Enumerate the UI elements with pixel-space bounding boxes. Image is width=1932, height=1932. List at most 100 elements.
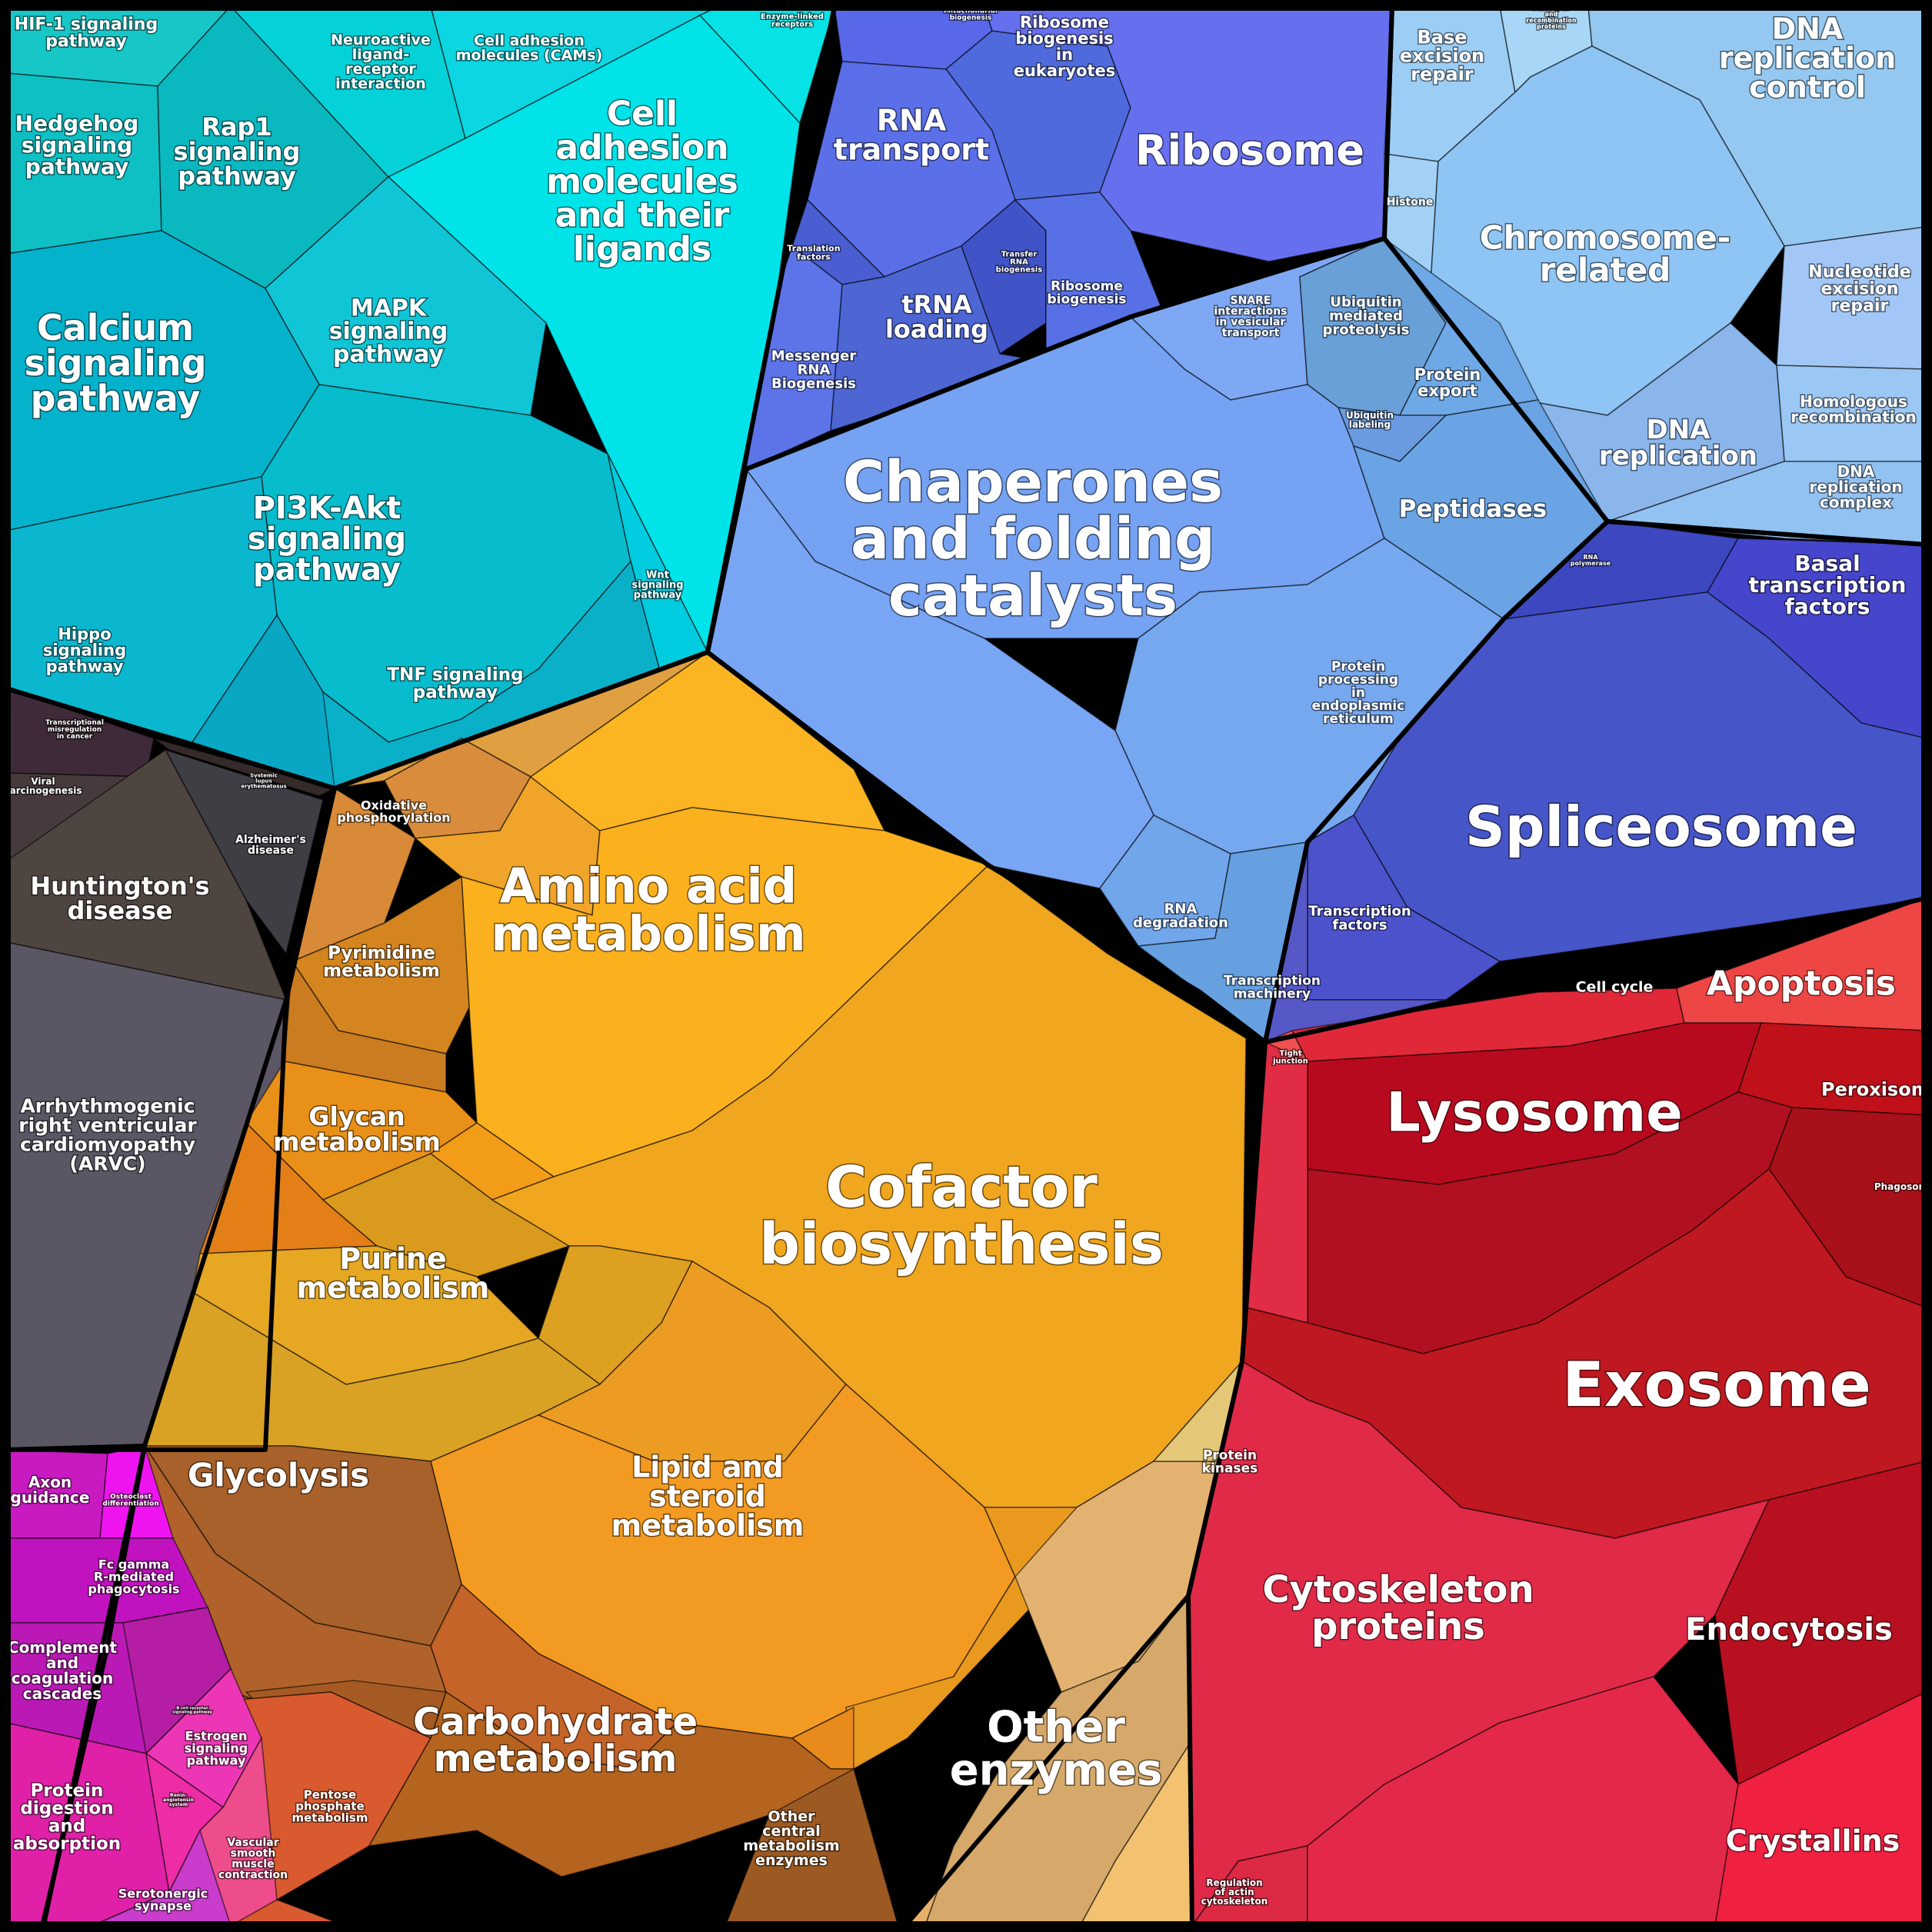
label-dna-replication: DNA replication xyxy=(1599,415,1757,471)
label-line: Pentose xyxy=(304,1787,356,1801)
label-line: cardiomyopathy xyxy=(20,1133,195,1155)
label-line: angiotensin xyxy=(163,1797,194,1803)
label-line: Protein xyxy=(1331,659,1385,675)
label-line: DNA xyxy=(1647,415,1711,445)
label-line: mediated xyxy=(1329,308,1403,324)
label-cofactor: Cofactor biosynthesis xyxy=(759,1154,1164,1277)
label-line: repair xyxy=(1831,297,1889,316)
label-line: digestion xyxy=(20,1799,113,1819)
label-line: Translation xyxy=(787,243,840,253)
label-line: Homologous xyxy=(1800,392,1907,411)
label-line: excision xyxy=(1820,280,1898,299)
label-line: Wnt xyxy=(646,570,669,581)
label-line: steroid xyxy=(649,1479,766,1513)
label-line: Complement xyxy=(8,1638,118,1657)
label-estrogen: Estrogen signaling pathway xyxy=(185,1729,248,1768)
label-rna-transport: RNA transport xyxy=(834,103,989,166)
voronoi-cell xyxy=(722,1767,901,1932)
label-ubiquitin-label: Ubiquitin labeling xyxy=(1346,410,1394,430)
label-line: Carbohydrate xyxy=(413,1700,698,1744)
label-line: Protein xyxy=(1414,365,1481,384)
label-line: DNA xyxy=(1837,462,1875,481)
label-line: biogenesis xyxy=(1047,291,1126,307)
label-actin-reg: Regulation of actin cytoskeleton xyxy=(1201,1877,1268,1907)
label-line: synapse xyxy=(135,1899,192,1914)
label-line: in cancer xyxy=(57,733,93,741)
label-line: enzymes xyxy=(950,1746,1163,1796)
label-line: pathway xyxy=(45,32,127,52)
label-line: smooth xyxy=(231,1847,276,1860)
label-line: Peptidases xyxy=(1399,495,1547,523)
label-line: differentiation xyxy=(102,1501,158,1508)
label-alzheimers: Alzheimer's disease xyxy=(235,834,306,857)
label-arvc: Arrhythmogenic right ventricular cardiomyo… xyxy=(18,1094,197,1174)
label-line: receptors xyxy=(771,21,813,29)
label-line: in xyxy=(1351,685,1365,701)
label-ribosome: Ribosome xyxy=(1135,126,1364,175)
label-mrna-bio: Messenger RNA Biogenesis xyxy=(771,348,857,391)
label-line: and xyxy=(46,1654,78,1672)
label-sle: Systemic lupus erythematosus xyxy=(241,772,286,789)
label-translation-factors: Translation factors xyxy=(787,243,840,261)
label-line: Ribosome xyxy=(1051,278,1123,294)
label-amino-acid: Amino acid metabolism xyxy=(491,858,805,962)
label-line: biogenesis xyxy=(1015,29,1113,48)
label-protein-er: Protein processing in endoplasmic reticulum xyxy=(1312,659,1405,727)
label-hippo: Hippo signaling pathway xyxy=(43,625,126,675)
label-line: Lipid and xyxy=(631,1450,784,1484)
label-line: replication xyxy=(1719,41,1896,75)
label-line: eukaryotes xyxy=(1014,62,1116,80)
label-line: biogenesis xyxy=(996,266,1043,275)
label-line: Exosome xyxy=(1562,1349,1870,1421)
label-dna-rep-complex: DNA replication complex xyxy=(1809,462,1902,511)
label-line: machinery xyxy=(1234,986,1311,1001)
label-line: HIF-1 signaling xyxy=(15,15,158,35)
label-line: transport xyxy=(1222,327,1280,339)
label-rap1: Rap1 signaling pathway xyxy=(174,112,301,191)
label-line: Estrogen xyxy=(185,1729,248,1744)
label-line: coagulation xyxy=(12,1669,113,1687)
label-line: lupus xyxy=(255,778,272,784)
label-line: endoplasmic xyxy=(1312,698,1405,714)
label-line: Cytoskeleton xyxy=(1262,1568,1534,1611)
label-line: loading xyxy=(885,315,988,344)
label-line: excision xyxy=(1400,45,1484,66)
label-axon: Axon guidance xyxy=(11,1473,90,1507)
label-line: Ubiquitin xyxy=(1346,410,1394,421)
label-line: signaling xyxy=(24,342,206,384)
label-line: Messenger xyxy=(771,348,857,364)
label-hif1: HIF-1 signaling pathway xyxy=(15,15,158,52)
label-chaperones: Chaperones and folding catalysts xyxy=(843,449,1223,629)
label-line: signaling xyxy=(22,132,132,158)
label-line: PI3K-Akt xyxy=(253,491,401,526)
label-line: Regulation xyxy=(1206,1877,1262,1888)
label-line: Protein xyxy=(31,1781,104,1801)
voronoi-cell xyxy=(1353,591,1927,962)
label-line: Ribosome xyxy=(1135,126,1364,175)
label-line: adhesion xyxy=(555,128,728,167)
label-line: Chromosome- xyxy=(1480,219,1730,257)
label-line: receptor xyxy=(345,61,416,78)
label-line: RNA xyxy=(1164,901,1198,917)
label-neuroactive: Neuroactive ligand-receptor interaction xyxy=(331,32,431,92)
label-exosome: Exosome xyxy=(1562,1349,1870,1421)
label-line: Axon xyxy=(28,1473,72,1491)
label-line: and xyxy=(1545,11,1558,18)
label-pyrimidine: Pyrimidine metabolism xyxy=(323,944,440,981)
label-viral-carc: Viral carcinogenesis xyxy=(5,776,82,796)
label-lipid: Lipid and steroid metabolism xyxy=(611,1450,804,1542)
label-basal-tf: Basal transcription factors xyxy=(1749,551,1907,619)
label-line: metabolism xyxy=(323,961,440,981)
label-line: Fc gamma xyxy=(98,1557,169,1572)
label-line: processing xyxy=(1318,672,1398,688)
label-pi3k: PI3K-Akt signaling pathway xyxy=(248,491,406,588)
label-line: pathway xyxy=(31,378,201,419)
label-snare: SNARE interactions in vesicular transport xyxy=(1214,295,1287,339)
label-transcription-machinery: Transcription machinery xyxy=(1224,973,1321,1001)
label-line: guidance xyxy=(11,1488,90,1507)
label-line: proteins xyxy=(1537,23,1566,30)
label-line: pathway xyxy=(333,341,444,368)
